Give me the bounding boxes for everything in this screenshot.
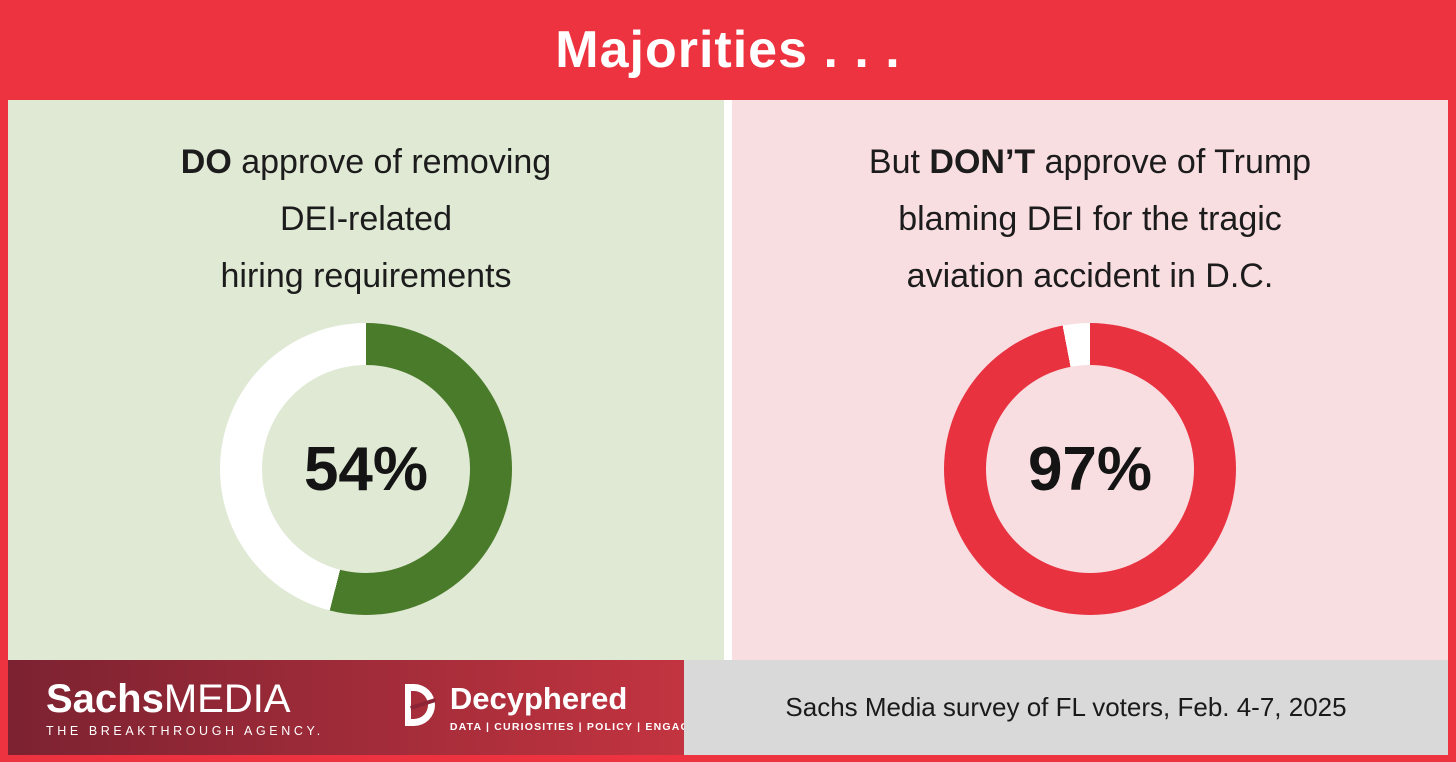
panel-heading: DO approve of removing DEI-related hirin… (181, 134, 551, 305)
panel-heading: But DON’T approve of Trump blaming DEI f… (869, 134, 1311, 305)
decyphered-logo: Decyphered DATA | CURIOSITIES | POLICY |… (400, 682, 733, 733)
page-title: Majorities . . . (555, 21, 901, 79)
heading-line-1: DO approve of removing (181, 134, 551, 191)
donut-hole: 97% (986, 365, 1194, 573)
footer-note-area: Sachs Media survey of FL voters, Feb. 4-… (684, 660, 1448, 755)
sachsmedia-name-bold: Sachs (46, 676, 164, 721)
heading-text-bold: DON’T (929, 143, 1036, 181)
donut-chart-dont-approve: 97% (944, 323, 1236, 615)
donut-chart-approve: 54% (220, 323, 512, 615)
decyphered-name: Decyphered (449, 681, 628, 716)
panels-container: DO approve of removing DEI-related hirin… (8, 100, 1448, 660)
donut-percentage-label: 97% (1027, 434, 1153, 504)
heading-text-pre: But (868, 143, 930, 181)
panel-do-approve: DO approve of removing DEI-related hirin… (8, 100, 724, 660)
footer-brand-area: SachsMEDIA THE BREAKTHROUGH AGENCY. Decy… (8, 660, 731, 755)
banner: Majorities . . . (0, 0, 1456, 100)
donut-hole: 54% (262, 365, 470, 573)
decyphered-d-icon (400, 682, 436, 733)
sachsmedia-name-light: MEDIA (163, 676, 291, 721)
heading-line-1: But DON’T approve of Trump (869, 134, 1311, 191)
sachsmedia-logo: SachsMEDIA THE BREAKTHROUGH AGENCY. (46, 678, 324, 738)
sachsmedia-logo-name: SachsMEDIA (46, 678, 324, 720)
decyphered-tagline: DATA | CURIOSITIES | POLICY | ENGAGEMENT (449, 721, 733, 733)
panel-dont-approve: But DON’T approve of Trump blaming DEI f… (732, 100, 1448, 660)
heading-line-2: blaming DEI for the tragic (898, 200, 1282, 238)
heading-line-3: hiring requirements (220, 257, 512, 295)
heading-line-3: aviation accident in D.C. (906, 257, 1274, 295)
sachsmedia-tagline: THE BREAKTHROUGH AGENCY. (46, 723, 324, 738)
heading-text-bold: DO (180, 143, 232, 181)
heading-line-2: DEI-related (280, 200, 452, 238)
survey-note: Sachs Media survey of FL voters, Feb. 4-… (785, 692, 1347, 722)
heading-text-post: approve of Trump (1035, 143, 1312, 181)
heading-text-post: approve of removing (231, 143, 552, 181)
donut-percentage-label: 54% (303, 434, 429, 504)
decyphered-text: Decyphered DATA | CURIOSITIES | POLICY |… (449, 681, 733, 734)
footer: SachsMEDIA THE BREAKTHROUGH AGENCY. Decy… (8, 660, 1448, 755)
